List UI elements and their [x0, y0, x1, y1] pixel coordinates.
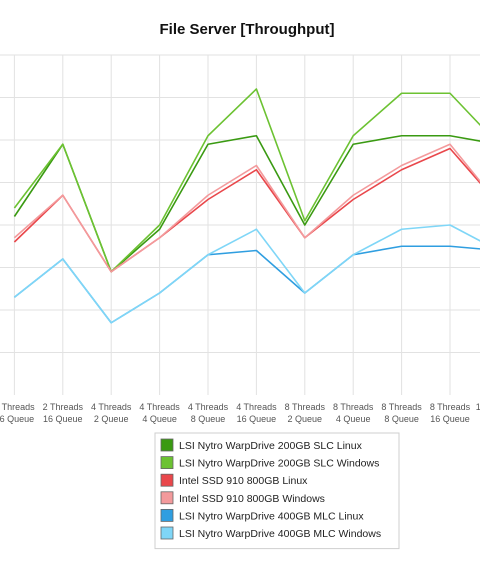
legend-swatch — [160, 491, 174, 505]
x-tick-label: 4 Threads 4 Queue — [139, 402, 180, 424]
series-line-4 — [13, 143, 480, 273]
legend-swatch — [160, 473, 174, 487]
legend-label: Intel SSD 910 800GB Windows — [179, 493, 325, 505]
series-line-2 — [13, 88, 480, 273]
legend-label: LSI Nytro WarpDrive 400GB MLC Linux — [179, 510, 364, 522]
legend-label: LSI Nytro WarpDrive 200GB SLC Linux — [179, 440, 363, 452]
legend-swatch — [160, 508, 174, 522]
x-tick-label: 4 Threads 2 Queue — [91, 402, 132, 424]
series-lines — [13, 88, 480, 324]
legend-box — [154, 432, 400, 550]
x-tick-label: 8 Threads 16 Queue — [430, 402, 471, 424]
legend-label: LSI Nytro WarpDrive 200GB SLC Windows — [179, 458, 379, 470]
legend-swatch — [160, 438, 174, 452]
x-tick-label: 8 Threads 2 Queue — [285, 402, 326, 424]
x-tick-label: 8 Threads 4 Queue — [333, 402, 374, 424]
series-line-5 — [13, 245, 480, 324]
legend-label: LSI Nytro WarpDrive 400GB MLC Windows — [179, 528, 381, 540]
legend-label: Intel SSD 910 800GB Linux — [179, 475, 308, 487]
legend-swatch — [160, 456, 174, 470]
series-line-3 — [13, 147, 480, 273]
gridlines — [0, 54, 480, 395]
x-tick-label: 4 Threads 8 Queue — [188, 402, 229, 424]
chart-title: File Server [Throughput] — [159, 21, 334, 38]
series-line-6 — [13, 224, 480, 324]
x-tick-label: 2 Threads 16 Queue — [43, 402, 84, 424]
x-tick-label: 4 Threads 16 Queue — [236, 402, 277, 424]
legend: LSI Nytro WarpDrive 200GB SLC Linux LSI N… — [154, 432, 400, 550]
x-tick-label: 8 Threads 8 Queue — [381, 402, 422, 424]
legend-swatch — [160, 526, 174, 540]
